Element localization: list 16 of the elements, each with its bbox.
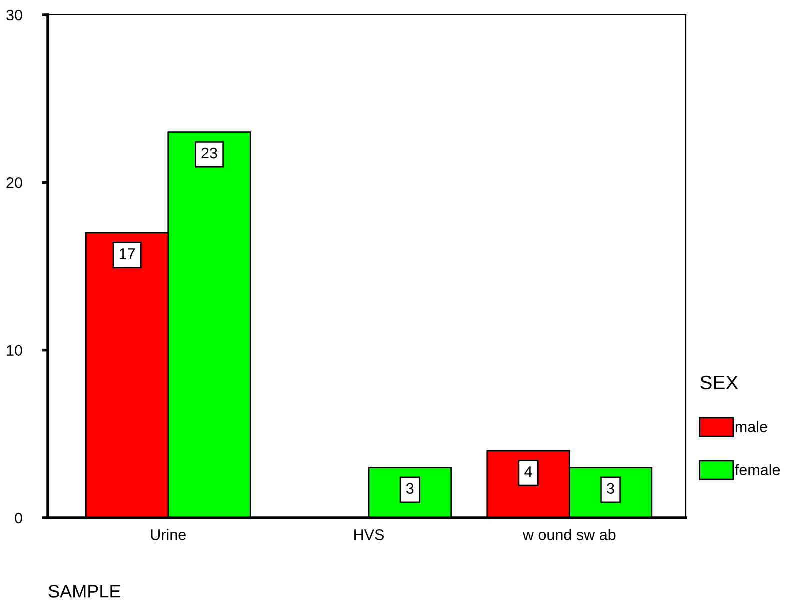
legend-label: female: [735, 464, 780, 476]
legend-title: SEX: [700, 376, 738, 390]
data-label: 3: [607, 483, 614, 494]
data-label: 17: [120, 248, 135, 260]
y-tick-label: 20: [6, 178, 22, 188]
data-label: 4: [524, 466, 532, 478]
y-tick-label: 10: [7, 345, 22, 356]
legend-label: male: [736, 421, 768, 432]
x-axis-title: SAMPLE: [48, 585, 120, 598]
x-tick-label: Urine: [151, 529, 186, 540]
data-label: 3: [406, 483, 414, 494]
y-tick-label: 0: [15, 512, 22, 524]
y-tick-label: 30: [6, 10, 22, 21]
x-tick-label: w ound sw ab: [522, 529, 616, 540]
x-tick-label: HVS: [354, 530, 384, 540]
data-label: 23: [202, 148, 218, 159]
